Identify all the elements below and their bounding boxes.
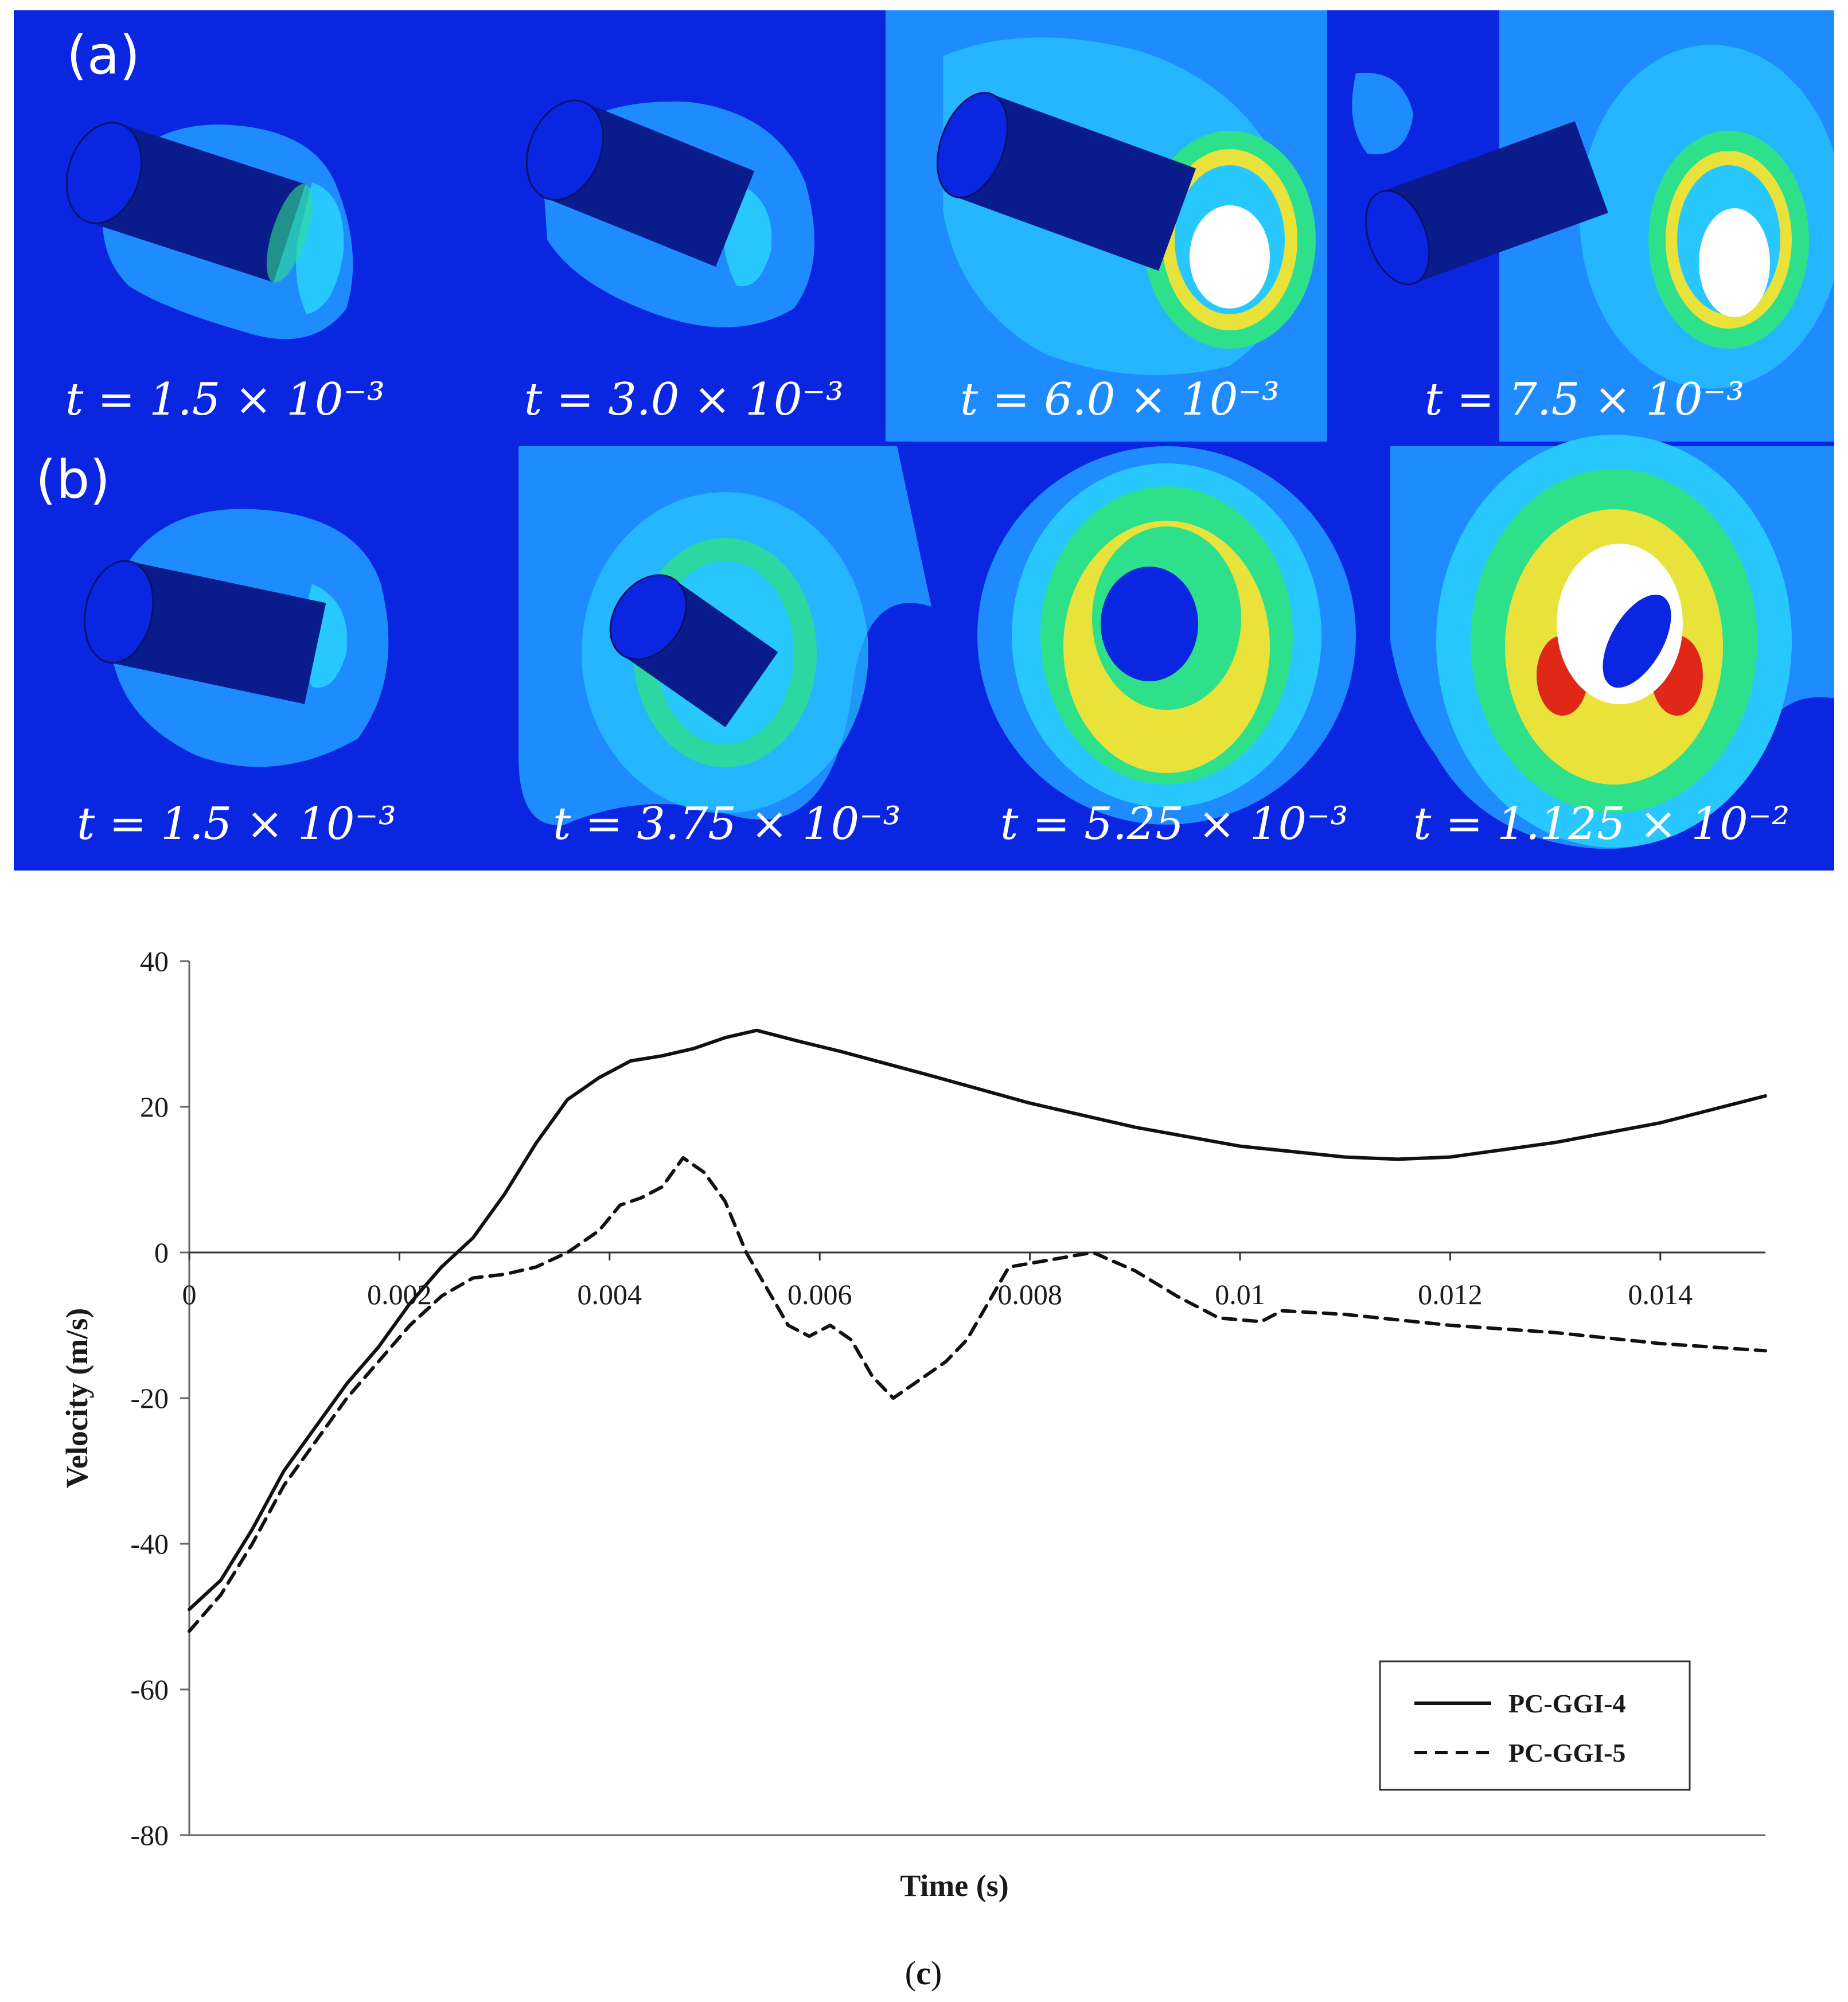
plot-area: 40 20 0 -20 -40 -60 -80 0 0.002 0.004 0.006 0.008 0.… bbox=[130, 945, 1767, 1851]
panel-a-frame-1-field bbox=[65, 122, 353, 339]
legend: PC-GGI-4 PC-GGI-5 bbox=[1379, 1660, 1691, 1791]
x-tick-label: 0.008 bbox=[997, 1278, 1062, 1310]
panel-b-time-label-3: t = 5.25 × 10⁻³ bbox=[1000, 798, 1348, 850]
legend-box bbox=[1379, 1660, 1691, 1791]
series-line-1 bbox=[188, 1028, 1767, 1611]
x-tick-label: 0.004 bbox=[578, 1278, 642, 1310]
y-tick-label: -80 bbox=[130, 1819, 169, 1851]
panel-b-frame-4-field bbox=[1390, 435, 1834, 849]
figure-caption: (c) bbox=[905, 1954, 942, 1992]
panel-a-time-label-4: t = 7.5 × 10⁻³ bbox=[1425, 374, 1744, 426]
x-tick-label: 0.01 bbox=[1215, 1278, 1265, 1310]
panel-a-time-label-2: t = 3.0 × 10⁻³ bbox=[524, 374, 844, 426]
panel-b-time-label-1: t = 1.5 × 10⁻³ bbox=[77, 798, 396, 850]
simulation-panels: (a) (b) t = 1.5 × 10⁻³ t = 3.0 × 10⁻³ t … bbox=[14, 10, 1834, 871]
panel-a-tag: (a) bbox=[67, 25, 140, 86]
panel-a-frame-3-field bbox=[936, 37, 1316, 376]
y-tick-label: -60 bbox=[130, 1673, 169, 1706]
velocity-chart: 40 20 0 -20 -40 -60 -80 0 0.002 0.004 0.006 0.008 0.… bbox=[60, 945, 1767, 1992]
x-tick-label: 0.006 bbox=[787, 1278, 852, 1310]
panel-a-time-label-1: t = 1.5 × 10⁻³ bbox=[65, 374, 385, 426]
legend-label-series-2: PC-GGI-5 bbox=[1508, 1738, 1625, 1767]
x-tick-label: 0.012 bbox=[1418, 1278, 1483, 1310]
panel-b-time-label-4: t = 1.125 × 10⁻² bbox=[1413, 798, 1789, 850]
y-tick-label: 40 bbox=[140, 945, 169, 977]
panel-b-frame-2-field bbox=[518, 446, 931, 825]
x-tick-label: 0.002 bbox=[367, 1278, 432, 1310]
panel-a-frame-2-field bbox=[525, 99, 814, 327]
panel-b-tag: (b) bbox=[36, 449, 110, 510]
y-tick-label: 0 bbox=[154, 1236, 169, 1269]
x-tick-label: 0.014 bbox=[1628, 1278, 1693, 1310]
legend-label-series-1: PC-GGI-4 bbox=[1508, 1689, 1625, 1718]
x-axis-title: Time (s) bbox=[900, 1868, 1008, 1903]
y-axis-title: Velocity (m/s) bbox=[60, 1308, 94, 1488]
panel-b-frame-3-field bbox=[977, 446, 1356, 825]
panel-b-frame-1-field bbox=[84, 509, 389, 767]
x-tick-label: 0 bbox=[182, 1278, 197, 1310]
y-tick-label: -20 bbox=[130, 1382, 169, 1414]
panel-a-frame-4-field bbox=[1352, 45, 1834, 389]
y-tick-label: -40 bbox=[130, 1528, 169, 1560]
panel-b-time-label-2: t = 3.75 × 10⁻³ bbox=[553, 798, 901, 850]
series-line-2 bbox=[188, 1156, 1767, 1633]
y-tick-label: 20 bbox=[140, 1091, 169, 1123]
panel-a-time-label-3: t = 6.0 × 10⁻³ bbox=[960, 374, 1280, 426]
